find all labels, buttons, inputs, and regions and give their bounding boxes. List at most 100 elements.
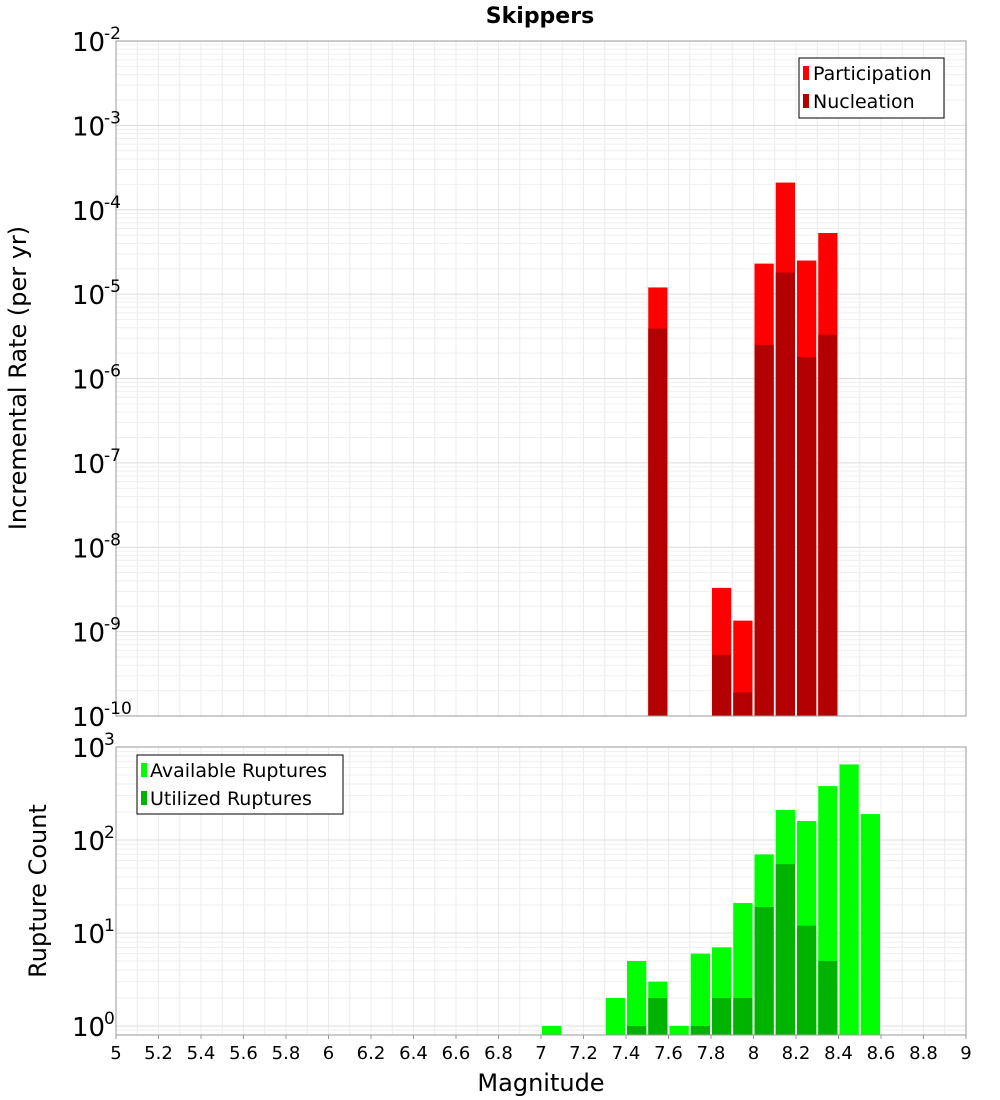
bar-utilized-ruptures xyxy=(648,997,668,1035)
bar-utilized-ruptures xyxy=(775,864,795,1035)
bar-nucleation xyxy=(733,692,753,716)
bar-utilized-ruptures xyxy=(818,960,838,1035)
y-tick-exponent: 1 xyxy=(104,916,115,936)
y-tick-label: 10-7 xyxy=(72,446,121,480)
y-tick-label: 102 xyxy=(72,823,115,857)
legend-swatch-nucleation xyxy=(803,94,809,108)
x-axis-title: Magnitude xyxy=(477,1069,604,1097)
bar-available-ruptures xyxy=(669,1025,689,1035)
x-tick-label: 8.6 xyxy=(867,1043,896,1064)
x-tick-label: 7.4 xyxy=(612,1043,641,1064)
rate-y-axis-title: Incremental Rate (per yr) xyxy=(4,226,32,530)
y-tick-base: 10 xyxy=(72,920,105,950)
bar-nucleation xyxy=(648,328,668,716)
y-tick-label: 10-3 xyxy=(72,108,121,142)
bar-nucleation xyxy=(775,272,795,716)
y-tick-base: 10 xyxy=(72,197,105,227)
bar-available-ruptures xyxy=(860,814,880,1035)
y-tick-base: 10 xyxy=(72,28,105,58)
y-tick-label: 103 xyxy=(72,730,115,764)
y-tick-label: 10-10 xyxy=(72,699,132,733)
legend-swatch-available xyxy=(141,763,147,777)
x-tick-label: 5.4 xyxy=(187,1043,216,1064)
legend-label-nucleation: Nucleation xyxy=(813,91,915,113)
x-tick-label: 9 xyxy=(960,1043,971,1064)
x-tick-label: 7 xyxy=(535,1043,546,1064)
y-tick-base: 10 xyxy=(72,281,105,311)
rate-gridlines xyxy=(115,40,967,717)
y-tick-label: 101 xyxy=(72,916,115,950)
x-tick-label: 5.2 xyxy=(144,1043,173,1064)
count-y-axis-title: Rupture Count xyxy=(24,804,52,978)
x-tick-label: 8.8 xyxy=(909,1043,938,1064)
x-tick-label: 6.6 xyxy=(442,1043,471,1064)
x-tick-label: 8.2 xyxy=(782,1043,811,1064)
x-tick-label: 6 xyxy=(323,1043,334,1064)
x-tick-label: 6.2 xyxy=(357,1043,386,1064)
rate-y-ticks: 10-210-310-410-510-610-710-810-910-10 xyxy=(72,24,132,733)
x-tick-label: 6.8 xyxy=(484,1043,513,1064)
y-tick-label: 10-5 xyxy=(72,277,121,311)
bar-utilized-ruptures xyxy=(712,997,732,1035)
y-tick-exponent: 2 xyxy=(104,823,115,843)
y-tick-exponent: -6 xyxy=(104,362,121,382)
y-tick-base: 10 xyxy=(72,534,105,564)
y-tick-label: 10-6 xyxy=(72,362,121,396)
legend-label-participation: Participation xyxy=(813,63,932,85)
count-legend-box xyxy=(136,754,344,815)
legend-swatch-participation xyxy=(803,66,809,80)
bar-available-ruptures xyxy=(627,960,647,1035)
y-tick-exponent: -2 xyxy=(104,24,121,44)
y-tick-base: 10 xyxy=(72,112,105,142)
y-tick-base: 10 xyxy=(72,734,105,764)
count-bars xyxy=(542,764,880,1035)
bar-utilized-ruptures xyxy=(733,997,753,1035)
x-tick-label: 8.4 xyxy=(824,1043,853,1064)
bar-available-ruptures xyxy=(690,953,710,1035)
bar-nucleation xyxy=(818,334,838,716)
y-tick-exponent: -3 xyxy=(104,108,121,128)
count-legend: Available Ruptures Utilized Ruptures xyxy=(136,754,344,815)
y-tick-base: 10 xyxy=(72,827,105,857)
bar-utilized-ruptures xyxy=(754,907,774,1035)
y-tick-exponent: 0 xyxy=(104,1009,115,1029)
x-tick-label: 6.4 xyxy=(399,1043,428,1064)
bar-available-ruptures xyxy=(605,997,625,1035)
y-tick-label: 10-8 xyxy=(72,530,121,564)
y-tick-exponent: -9 xyxy=(104,615,121,635)
x-tick-label: 8 xyxy=(748,1043,759,1064)
legend-label-available: Available Ruptures xyxy=(150,760,327,782)
x-tick-label: 5.8 xyxy=(272,1043,301,1064)
legend-label-utilized: Utilized Ruptures xyxy=(150,788,312,810)
legend-swatch-utilized xyxy=(141,791,147,805)
y-tick-exponent: -5 xyxy=(104,277,121,297)
y-tick-label: 10-4 xyxy=(72,193,121,227)
rate-bars xyxy=(648,182,838,716)
bar-utilized-ruptures xyxy=(690,1025,710,1035)
y-tick-label: 100 xyxy=(72,1009,115,1043)
y-tick-exponent: -7 xyxy=(104,446,121,466)
bar-nucleation xyxy=(797,356,817,716)
y-tick-base: 10 xyxy=(72,366,105,396)
magnitude-x-ticks: 5 5.2 5.4 5.6 5.8 6 6.2 6.4 6.6 6.8 7 7.2 7.4 7.6 7.8 8… xyxy=(110,1035,972,1064)
y-tick-base: 10 xyxy=(72,703,105,733)
bar-utilized-ruptures xyxy=(797,925,817,1035)
x-tick-label: 7.2 xyxy=(569,1043,598,1064)
y-tick-exponent: -8 xyxy=(104,530,121,550)
bar-utilized-ruptures xyxy=(627,1025,647,1035)
x-tick-label: 5.6 xyxy=(229,1043,258,1064)
y-tick-label: 10-9 xyxy=(72,615,121,649)
chart-title: Skippers xyxy=(486,4,594,29)
x-tick-label: 7.6 xyxy=(654,1043,683,1064)
bar-nucleation xyxy=(712,654,732,716)
rate-panel: 10-210-310-410-510-610-710-810-910-10 In… xyxy=(4,24,967,733)
y-tick-exponent: -10 xyxy=(104,699,132,719)
y-tick-label: 10-2 xyxy=(72,24,121,58)
x-tick-label: 7.8 xyxy=(697,1043,726,1064)
y-tick-base: 10 xyxy=(72,619,105,649)
rate-legend: Participation Nucleation xyxy=(798,57,945,119)
y-tick-base: 10 xyxy=(72,1013,105,1043)
rate-plot-frame xyxy=(115,40,967,717)
